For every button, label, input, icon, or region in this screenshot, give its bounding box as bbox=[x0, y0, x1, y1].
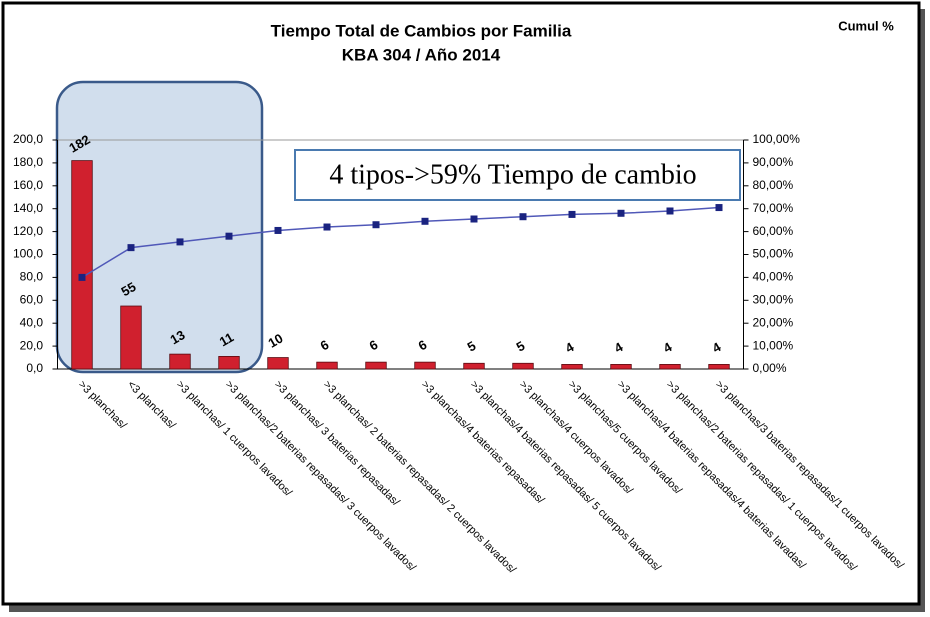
bar bbox=[512, 362, 534, 370]
y2-tick-label: 30,00% bbox=[753, 292, 794, 306]
bar bbox=[120, 305, 142, 370]
y-tick-label: 100,0 bbox=[13, 247, 43, 261]
y-tick-label: 40,0 bbox=[20, 315, 44, 329]
chart-subtitle: KBA 304 / Año 2014 bbox=[342, 45, 501, 64]
line-marker bbox=[274, 226, 282, 234]
y-tick-label: 60,0 bbox=[20, 292, 44, 306]
chart-title: Tiempo Total de Cambios por Familia bbox=[271, 21, 572, 40]
bar bbox=[610, 364, 632, 370]
bar bbox=[561, 364, 583, 370]
bar bbox=[414, 361, 436, 370]
y-tick-label: 80,0 bbox=[20, 270, 44, 284]
value-label: 13 bbox=[167, 327, 187, 347]
line-marker bbox=[617, 209, 625, 217]
line-marker bbox=[421, 217, 429, 225]
y-tick-label: 180,0 bbox=[13, 155, 43, 169]
y2-tick-label: 50,00% bbox=[753, 247, 794, 261]
y-tick-label: 200,0 bbox=[13, 132, 43, 146]
annotation-box bbox=[294, 149, 741, 201]
y2-tick-label: 0,00% bbox=[753, 361, 787, 375]
bar bbox=[169, 353, 191, 370]
line-marker bbox=[78, 273, 86, 281]
bar bbox=[708, 364, 730, 370]
bar bbox=[365, 361, 387, 370]
line-marker bbox=[127, 244, 135, 252]
annotation: 4 tipos->59% Tiempo de cambio bbox=[329, 159, 696, 190]
bar bbox=[267, 357, 289, 370]
y2-tick-label: 40,00% bbox=[753, 270, 794, 284]
y-tick-label: 120,0 bbox=[13, 224, 43, 238]
line-marker bbox=[519, 213, 527, 221]
y-tick-label: 140,0 bbox=[13, 201, 43, 215]
bar bbox=[659, 364, 681, 370]
line-marker bbox=[666, 207, 674, 215]
y2-tick-label: 80,00% bbox=[753, 178, 794, 192]
line-marker bbox=[372, 221, 380, 229]
y-tick-label: 0,0 bbox=[26, 361, 43, 375]
bar bbox=[316, 361, 338, 370]
y2-tick-label: 60,00% bbox=[753, 224, 794, 238]
bar bbox=[71, 160, 93, 370]
y-tick-label: 20,0 bbox=[20, 338, 44, 352]
line-marker bbox=[323, 223, 331, 231]
value-label: 10 bbox=[265, 331, 285, 351]
line-marker bbox=[568, 210, 576, 218]
y2-tick-label: 90,00% bbox=[753, 155, 794, 169]
y-tick-label: 160,0 bbox=[13, 178, 43, 192]
line-marker bbox=[470, 215, 478, 223]
y2-tick-label: 10,00% bbox=[753, 338, 794, 352]
line-marker bbox=[176, 238, 184, 246]
bar bbox=[218, 356, 240, 370]
y2-tick-label: 20,00% bbox=[753, 315, 794, 329]
line-marker bbox=[715, 204, 723, 212]
y2-tick-label: 100,00% bbox=[753, 132, 801, 146]
y2-tick-label: 70,00% bbox=[753, 201, 794, 215]
value-label: 11 bbox=[217, 330, 236, 350]
bar bbox=[463, 362, 485, 370]
value-label: 55 bbox=[118, 279, 138, 299]
y2-axis-label: Cumul % bbox=[838, 18, 894, 33]
line bbox=[81, 206, 720, 279]
line-marker bbox=[225, 232, 233, 240]
